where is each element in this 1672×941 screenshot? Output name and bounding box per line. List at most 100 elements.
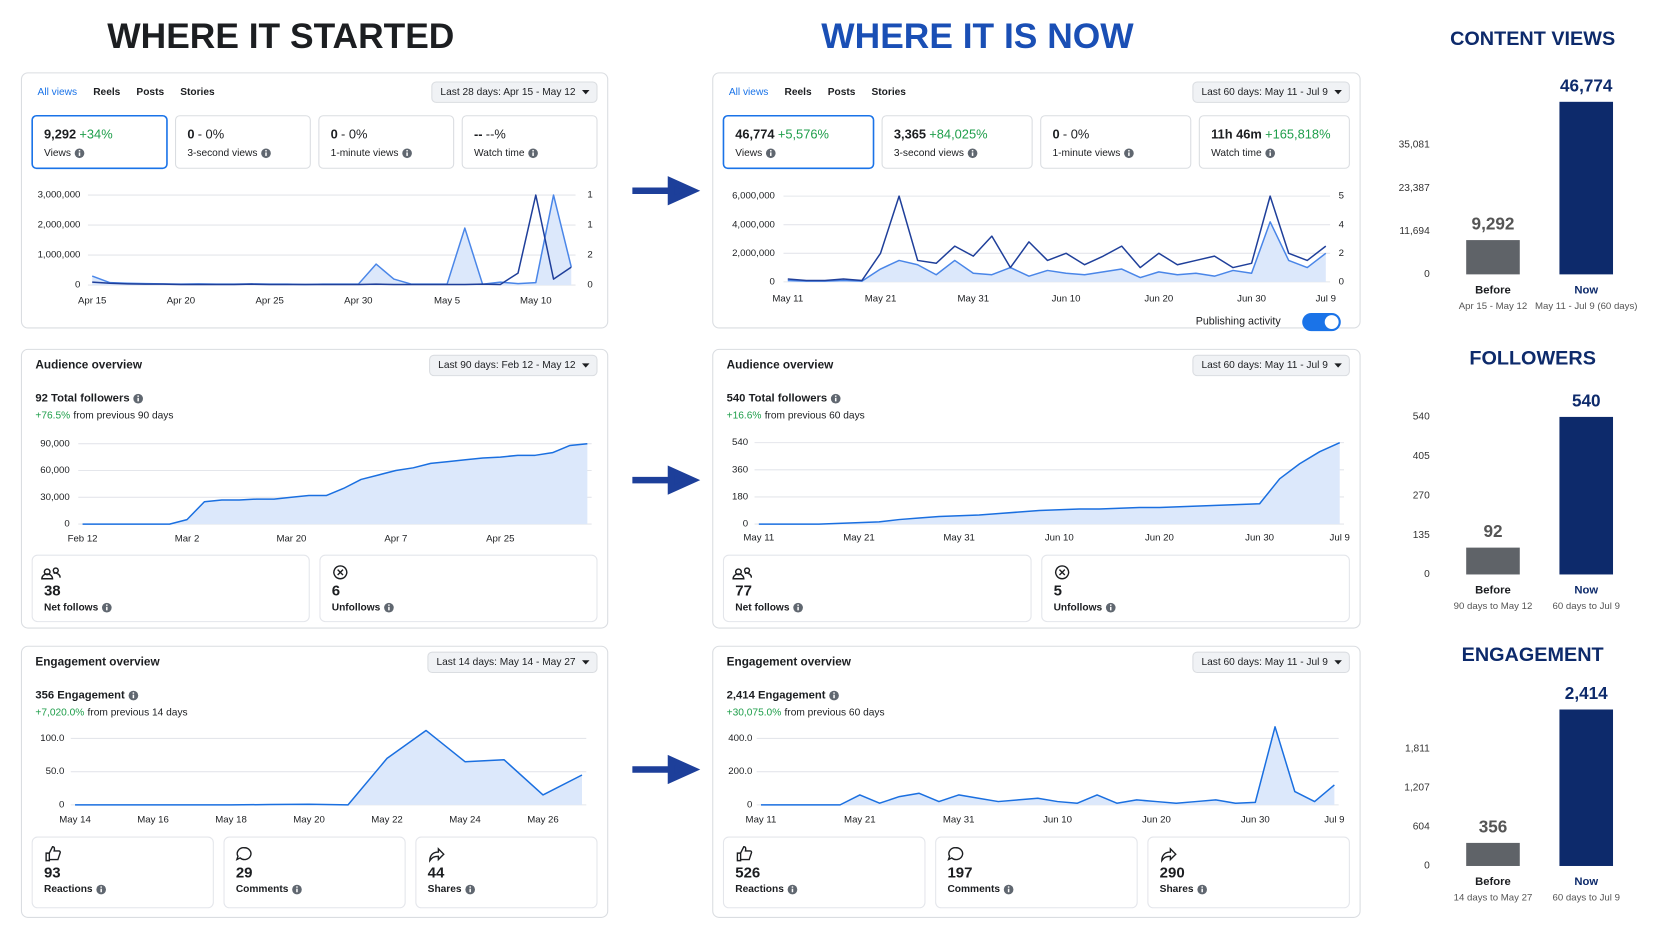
y-tick-label: 540 <box>1413 412 1430 423</box>
date-range: Last 28 days: Apr 15 - May 12 <box>440 87 575 98</box>
change-text: from previous 90 days <box>73 411 173 422</box>
panel <box>712 72 1361 329</box>
info-icon-glyph <box>265 150 267 152</box>
tab: Stories <box>180 87 215 98</box>
date-range: Last 60 days: May 11 - Jul 9 <box>1201 657 1328 668</box>
bar <box>1466 240 1520 275</box>
tab: Stories <box>871 87 906 98</box>
x-sublabel: 60 days to Jul 9 <box>1553 601 1620 612</box>
stat-value: 77 <box>735 583 752 600</box>
x-tick-label: Mar 2 <box>175 534 200 545</box>
info-icon-glyph <box>265 152 267 156</box>
panel-title: Audience overview <box>35 359 142 372</box>
publishing-label: Publishing activity <box>1196 315 1282 327</box>
icon-share <box>1161 847 1177 863</box>
change: +30,075.0% <box>727 707 782 718</box>
info-icon-glyph <box>770 150 772 152</box>
y-tick-label: 604 <box>1413 822 1430 833</box>
metric-change: +84,025% <box>929 126 987 141</box>
date-range: Last 14 days: May 14 - May 27 <box>436 657 575 668</box>
x-tick-label: Apr 30 <box>344 296 372 307</box>
arrow <box>632 754 701 785</box>
x-tick-label: May 21 <box>843 533 875 544</box>
stat-card <box>31 554 310 623</box>
before-heading: WHERE IT STARTED <box>107 17 454 56</box>
tab: All views <box>729 87 769 98</box>
stat-label: Reactions <box>44 884 93 895</box>
stat-value: 526 <box>735 864 760 881</box>
metric-value: 0 <box>331 126 338 141</box>
value-label: 92 <box>1483 521 1502 541</box>
stat-value: 197 <box>947 864 972 881</box>
stat-label: Shares <box>1160 884 1194 895</box>
tab: Reels <box>93 87 120 98</box>
info-icon-glyph <box>296 886 298 888</box>
info-icon-glyph <box>797 604 799 606</box>
area <box>758 442 1340 525</box>
y-tick-label: 6,000,000 <box>732 191 775 202</box>
y-tick-label: 1,000,000 <box>38 250 81 261</box>
info-icon-glyph <box>388 604 390 606</box>
x-tick-label: Apr 25 <box>255 296 283 307</box>
metric-change: --% <box>486 126 506 141</box>
x-tick-label: Apr 15 <box>78 296 106 307</box>
metric-label: 3-second views <box>187 148 257 159</box>
info-icon-glyph <box>532 150 534 152</box>
x-tick-label: May 26 <box>527 814 559 825</box>
info-icon-glyph <box>834 397 837 402</box>
tab: Posts <box>828 87 856 98</box>
stat-value: 44 <box>428 864 445 881</box>
x-tick-label: Mar 20 <box>276 534 306 545</box>
info-icon-glyph <box>1269 152 1271 156</box>
metric-card <box>318 115 455 169</box>
x-tick-label: Jul 9 <box>1330 533 1350 544</box>
stat-label: Comments <box>236 884 289 895</box>
icon-people <box>732 567 753 580</box>
stat-label: Comments <box>947 884 1000 895</box>
info-icon-glyph <box>137 397 139 402</box>
x-sublabel: Apr 15 - May 12 <box>1459 301 1527 312</box>
info-icon-glyph <box>132 694 135 699</box>
metric-label: 1-minute views <box>331 148 399 159</box>
x-tick-label: Jun 20 <box>1144 294 1173 305</box>
info-icon-glyph <box>100 886 102 888</box>
metric-label: Watch time <box>1211 148 1262 159</box>
metric-change: - 0% <box>198 126 224 141</box>
value-label: 2,414 <box>1565 683 1608 703</box>
line <box>92 194 572 286</box>
y-tick-label: 0 <box>59 799 64 810</box>
date-range-box <box>427 651 598 674</box>
info-icon-glyph <box>106 604 108 606</box>
panel-title: Audience overview <box>727 359 834 372</box>
date-range-box <box>1192 354 1350 377</box>
date-range-box <box>1192 81 1350 103</box>
x-tick-label: Apr 7 <box>384 534 407 545</box>
info-icon-glyph <box>532 152 534 156</box>
y-tick-label: 270 <box>1413 490 1430 501</box>
x-tick-label: May 21 <box>844 814 876 825</box>
y2-tick-label: 0 <box>1339 276 1344 287</box>
bar <box>1466 842 1520 866</box>
info-icon-glyph <box>1201 886 1203 888</box>
value-label: 540 <box>1572 390 1601 410</box>
metric-card <box>1198 115 1350 169</box>
change: +76.5% <box>35 411 70 422</box>
y-tick-label: 200.0 <box>728 766 752 777</box>
line <box>82 442 588 525</box>
info-icon-glyph <box>1128 150 1130 152</box>
metric-value: -- <box>474 126 483 141</box>
caret <box>1334 660 1342 665</box>
tab: Reels <box>784 87 811 98</box>
icon-share <box>429 847 445 863</box>
x-tick-label: Before <box>1475 876 1511 888</box>
info-icon-glyph <box>833 694 835 699</box>
info-icon-glyph <box>106 606 108 611</box>
stat-label: Unfollows <box>332 602 381 613</box>
x-tick-label: May 20 <box>293 814 325 825</box>
arrow <box>632 465 701 495</box>
info-icon-glyph <box>971 152 974 156</box>
total: 540 Total followers <box>727 393 827 405</box>
metric-label: 1-minute views <box>1052 148 1120 159</box>
panel-title: Engagement overview <box>35 655 160 668</box>
